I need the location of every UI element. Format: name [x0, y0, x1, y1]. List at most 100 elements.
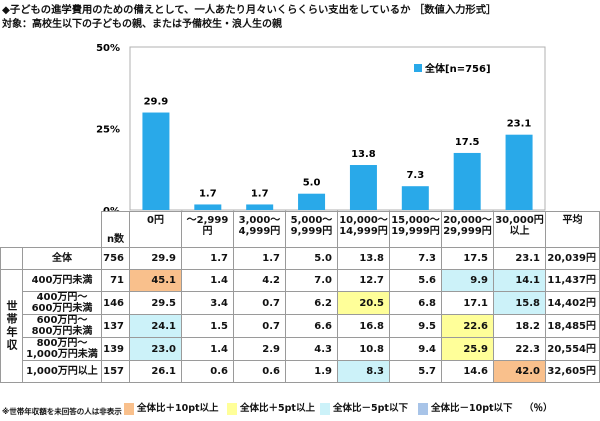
table-row: 800万円〜 1,000万円未満 139 23.0 1.4 2.9 4.3 10.8 9.4 25…: [1, 337, 600, 361]
cell-value: 1.7: [181, 247, 234, 270]
cell-value: 23.1: [493, 247, 546, 270]
legend-swatch: [414, 64, 422, 72]
n-value: 146: [101, 291, 130, 315]
cell-value: 6.6: [285, 314, 338, 338]
cell-value: 25.9: [441, 337, 494, 361]
table-row: 世帯年収 400万円未満 71 45.1 1.4 4.2 7.0 12.7 5.6 9.9 14.1…: [0, 269, 600, 383]
bar-3: [246, 204, 274, 210]
bar-5: [349, 165, 377, 210]
col-header-5: 10,000〜 14,999円: [337, 211, 390, 248]
y-tick-label: 25%: [96, 125, 120, 136]
cell-value: 17.1: [441, 291, 494, 315]
data-table: n数 0円 〜2,999 円 3,000〜 4,999円 5,000〜 9,999円 10,00…: [0, 211, 600, 383]
legend-label-minus10: 全体比－10pt以下: [431, 403, 513, 414]
cell-value: 22.3: [493, 337, 546, 361]
avg-value: 20,554円: [545, 337, 600, 361]
bar-2: [194, 204, 222, 210]
col-header-9: 平均: [545, 211, 600, 248]
cell-value: 26.1: [129, 360, 182, 383]
cell-value: 6.2: [285, 291, 338, 315]
cell-value: 7.0: [285, 269, 338, 292]
cell-value: 18.2: [493, 314, 546, 338]
n-value: 756: [101, 247, 130, 270]
cell-value: 7.3: [389, 247, 442, 270]
page-title: ◆子どもの進学費用のための備えとして、一人あたり月々いくらくらい支出をしているか…: [2, 4, 497, 16]
cell-value: 5.0: [285, 247, 338, 270]
row-label: 400万円未満: [22, 269, 102, 292]
y-tick-label: 50%: [96, 43, 120, 54]
avg-value: 20,039円: [545, 247, 600, 270]
n-value: 137: [101, 314, 130, 338]
cell-value: 10.8: [337, 337, 390, 361]
row-label: 1,000万円以上: [22, 360, 102, 383]
cell-value: 8.3: [337, 360, 390, 383]
table-row: 1,000万円以上 157 26.1 0.6 0.6 1.9 8.3 5.7 14.6 42.0 3…: [1, 360, 600, 383]
cell-value: 6.8: [389, 291, 442, 315]
cell-value: 0.6: [233, 360, 286, 383]
bar-chart: 0% 25% 50% 29.9 1.7 1.7 5.0 13.8 7.3 17.5 23.1 全体[n…: [96, 43, 546, 212]
row-label: 400万円〜 600万円未満: [22, 291, 102, 315]
col-header-3: 3,000〜 4,999円: [233, 211, 286, 248]
table-corner: [0, 211, 102, 248]
avg-value: 11,437円: [545, 269, 600, 292]
cell-value: 14.1: [493, 269, 546, 292]
page-subtitle: 対象：高校生以下の子どもの親、または予備校生・浪人生の親: [2, 19, 282, 30]
cell-value: 12.7: [337, 269, 390, 292]
cell-value: 13.8: [337, 247, 390, 270]
n-header: n数: [101, 211, 130, 248]
data-label-6: 7.3: [406, 170, 424, 181]
cell-value: 1.9: [285, 360, 338, 383]
bar-8: [505, 134, 533, 210]
legend-swatch-light-blue: [320, 403, 330, 415]
cell-value: 1.7: [233, 247, 286, 270]
data-label-7: 17.5: [455, 137, 480, 148]
bar-4: [298, 193, 326, 210]
cell-value: 16.8: [337, 314, 390, 338]
table-row: 400万円〜 600万円未満 146 29.5 3.4 0.7 6.2 20.5 6.8 17.1…: [1, 291, 600, 315]
cell-value: 3.4: [181, 291, 234, 315]
legend-label-minus5: 全体比－5pt以下: [333, 403, 408, 414]
col-header-2: 〜2,999 円: [181, 211, 234, 248]
cell-value: 45.1: [129, 269, 182, 292]
lead-cell: [0, 247, 23, 270]
cell-value: 9.4: [389, 337, 442, 361]
row-label: 全体: [22, 247, 102, 270]
group-label: 世帯年収: [0, 269, 23, 383]
legend-label-plus10: 全体比＋10pt以上: [137, 403, 219, 414]
cell-value: 4.2: [233, 269, 286, 292]
cell-value: 0.6: [181, 360, 234, 383]
cell-value: 9.5: [389, 314, 442, 338]
cell-value: 1.4: [181, 337, 234, 361]
cell-value: 42.0: [493, 360, 546, 383]
col-header-7: 20,000〜 29,999円: [441, 211, 494, 248]
data-label-8: 23.1: [507, 119, 532, 130]
data-label-4: 5.0: [303, 178, 321, 189]
data-label-5: 13.8: [351, 149, 376, 160]
cell-value: 20.5: [337, 291, 390, 315]
cell-value: 29.9: [129, 247, 182, 270]
cell-value: 1.5: [181, 314, 234, 338]
row-label: 800万円〜 1,000万円未満: [22, 337, 102, 361]
col-header-4: 5,000〜 9,999円: [285, 211, 338, 248]
table-row: 全体 756 29.9 1.7 1.7 5.0 13.8 7.3 17.5 23.1 20,039円: [0, 247, 600, 270]
bar-6: [401, 186, 429, 210]
legend-label-plus5: 全体比＋5pt以上: [240, 403, 315, 414]
row-label: 600万円〜 800万円未満: [22, 314, 102, 338]
legend-swatch-yellow: [227, 403, 237, 415]
cell-value: 24.1: [129, 314, 182, 338]
bar-1: [142, 112, 170, 210]
n-value: 139: [101, 337, 130, 361]
footnote: ※世帯年収額を未回答の人は非表示: [2, 407, 122, 416]
table-row: 600万円〜 800万円未満 137 24.1 1.5 0.7 6.6 16.8 9.5 22.6…: [1, 314, 600, 338]
cell-value: 4.3: [285, 337, 338, 361]
bar-7: [453, 152, 481, 210]
cell-value: 9.9: [441, 269, 494, 292]
n-value: 71: [101, 269, 130, 292]
legend-swatch-orange: [124, 403, 134, 415]
cell-value: 14.6: [441, 360, 494, 383]
avg-value: 32,605円: [545, 360, 600, 383]
cell-value: 22.6: [441, 314, 494, 338]
avg-value: 18,485円: [545, 314, 600, 338]
data-label-1: 29.9: [144, 97, 169, 108]
col-header-8: 30,000円 以上: [493, 211, 546, 248]
